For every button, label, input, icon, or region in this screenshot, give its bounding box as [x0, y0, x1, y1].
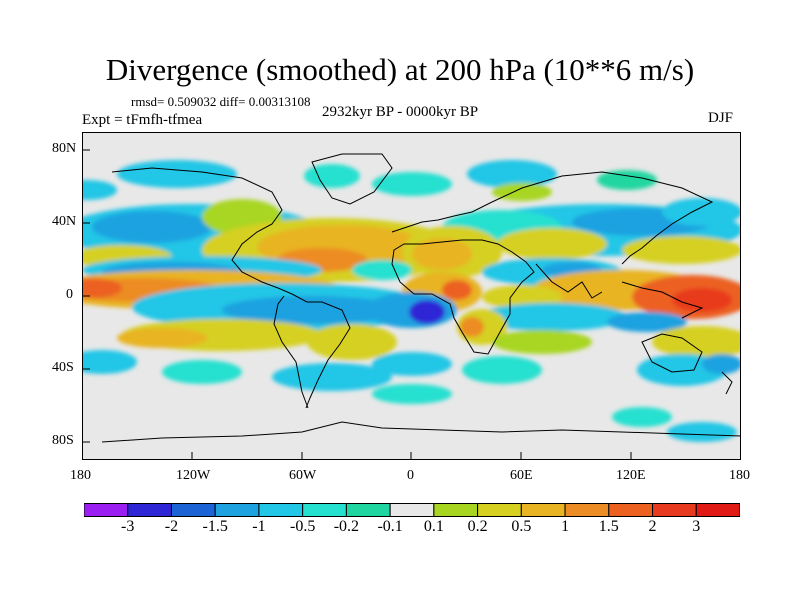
colorbar-swatch: [695, 503, 740, 517]
colorbar-label: 3: [692, 518, 701, 535]
colorbar-swatch: [258, 503, 304, 517]
colorbar-svg: [84, 503, 740, 517]
colorbar-label: 0.1: [423, 518, 444, 535]
colorbar-swatch: [652, 503, 697, 517]
colorbar-swatch: [345, 503, 391, 517]
colorbar-label: -1.5: [202, 518, 228, 535]
plot-title: Divergence (smoothed) at 200 hPa (10**6 …: [105, 52, 695, 87]
lat-label-80n: 80N: [52, 141, 77, 156]
colorbar-swatch: [564, 503, 610, 517]
colorbar-label: -3: [121, 518, 135, 535]
coastlines: [101, 153, 741, 443]
colorbar-label: 1.5: [598, 518, 619, 535]
period-label: 2932kyr BP - 0000kyr BP: [322, 104, 479, 120]
colorbar-swatch: [433, 503, 479, 517]
lat-label-40s: 40S: [52, 360, 74, 375]
map-svg: [82, 132, 741, 460]
lon-label-0: 0: [407, 468, 414, 483]
lat-label-0: 0: [66, 287, 73, 302]
colorbar-label: -0.2: [333, 518, 360, 535]
colorbar-swatch: [302, 503, 347, 517]
colorbar-label: -1: [252, 518, 266, 535]
colorbar-swatch: [127, 503, 172, 517]
colorbar-swatch: [477, 503, 522, 517]
lon-label-180-left: 180: [70, 468, 91, 483]
colorbar-swatch: [389, 503, 435, 517]
colorbar-label: -0.1: [377, 518, 403, 535]
lat-label-40n: 40N: [52, 214, 77, 229]
colorbar-swatches: [84, 503, 740, 517]
lon-label-180-right: 180: [729, 468, 750, 483]
lon-label-120e: 120E: [616, 468, 646, 483]
colorbar-label: -0.5: [289, 518, 316, 535]
lat-label-80s: 80S: [52, 433, 74, 448]
divergence-map: [82, 132, 741, 460]
colorbar-label: 0.5: [511, 518, 532, 535]
colorbar-swatch: [608, 503, 654, 517]
tick-marks: [82, 149, 632, 460]
colorbar-label: 0.2: [467, 518, 488, 535]
divergence-field: [82, 160, 741, 442]
colorbar-label: 1: [561, 518, 570, 535]
colorbar-swatch: [214, 503, 260, 517]
colorbar-swatch: [170, 503, 216, 517]
stats-text: rmsd= 0.509032 diff= 0.00313108: [131, 94, 311, 109]
lon-label-120w: 120W: [176, 468, 211, 483]
colorbar-label: 2: [648, 518, 657, 535]
colorbar-label: -2: [164, 518, 179, 535]
colorbar-swatch: [520, 503, 566, 517]
lon-label-60e: 60E: [510, 468, 533, 483]
season-label: DJF: [708, 110, 734, 126]
lon-label-60w: 60W: [289, 468, 317, 483]
experiment-label: Expt = tFmfh-tfmea: [82, 112, 203, 128]
colorbar-swatch: [84, 503, 129, 517]
colorbar: [84, 503, 740, 517]
